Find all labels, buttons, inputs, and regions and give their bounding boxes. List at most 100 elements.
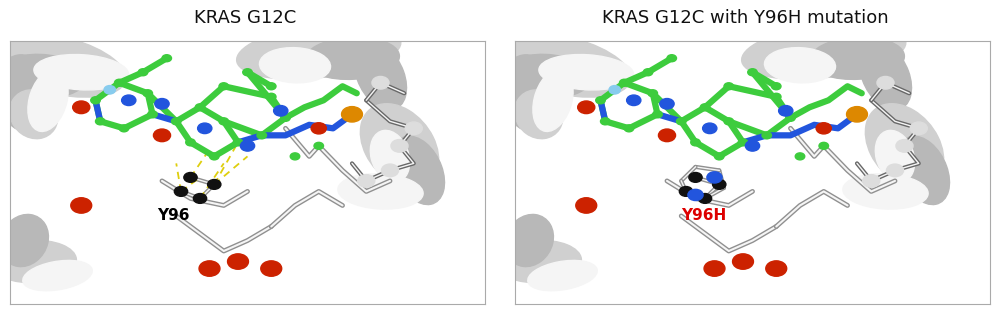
Ellipse shape (742, 23, 906, 79)
Circle shape (261, 261, 282, 276)
Circle shape (691, 139, 700, 146)
Circle shape (96, 118, 105, 125)
Circle shape (795, 153, 805, 160)
Circle shape (174, 187, 188, 196)
Circle shape (71, 198, 92, 213)
Ellipse shape (500, 55, 558, 132)
Ellipse shape (496, 240, 581, 283)
Circle shape (766, 261, 787, 276)
Circle shape (184, 172, 197, 182)
Circle shape (816, 123, 831, 134)
Circle shape (713, 180, 726, 189)
Circle shape (624, 125, 634, 132)
Ellipse shape (10, 90, 58, 139)
Circle shape (342, 107, 362, 122)
Circle shape (576, 198, 597, 213)
Circle shape (707, 172, 722, 183)
Circle shape (714, 153, 724, 160)
Circle shape (786, 114, 795, 121)
Circle shape (620, 79, 629, 86)
Ellipse shape (338, 174, 423, 209)
Circle shape (162, 55, 172, 62)
Circle shape (148, 111, 157, 118)
Circle shape (609, 85, 620, 94)
Ellipse shape (764, 48, 836, 83)
Circle shape (281, 114, 290, 121)
Circle shape (578, 101, 595, 114)
Ellipse shape (0, 33, 126, 97)
Circle shape (199, 261, 220, 276)
Circle shape (233, 139, 243, 146)
Circle shape (733, 254, 753, 269)
Ellipse shape (539, 54, 634, 90)
Circle shape (704, 261, 725, 276)
Circle shape (208, 180, 221, 189)
Ellipse shape (237, 23, 401, 79)
Circle shape (219, 118, 228, 125)
Circle shape (266, 83, 276, 90)
Circle shape (877, 76, 894, 89)
Ellipse shape (1, 54, 86, 97)
Ellipse shape (505, 214, 553, 267)
Circle shape (122, 95, 136, 105)
Circle shape (676, 118, 686, 125)
Circle shape (114, 79, 124, 86)
Circle shape (648, 90, 658, 97)
Circle shape (910, 122, 927, 135)
Circle shape (104, 85, 115, 94)
Circle shape (274, 105, 288, 116)
Circle shape (155, 99, 169, 109)
Circle shape (240, 141, 255, 151)
Circle shape (311, 123, 326, 134)
Circle shape (643, 69, 653, 76)
Text: KRAS G12C: KRAS G12C (194, 9, 296, 28)
Text: Y96: Y96 (157, 208, 190, 223)
Circle shape (653, 111, 662, 118)
Circle shape (627, 95, 641, 105)
Ellipse shape (528, 260, 597, 291)
Circle shape (358, 175, 375, 187)
Circle shape (153, 129, 171, 142)
Ellipse shape (494, 33, 631, 97)
Circle shape (748, 69, 757, 76)
Circle shape (658, 129, 676, 142)
Circle shape (243, 69, 252, 76)
Circle shape (186, 139, 195, 146)
Ellipse shape (392, 136, 445, 205)
Circle shape (772, 93, 781, 100)
Ellipse shape (259, 48, 331, 83)
Circle shape (198, 123, 212, 134)
Circle shape (195, 104, 205, 111)
Circle shape (886, 164, 904, 177)
Ellipse shape (533, 69, 573, 131)
Circle shape (847, 107, 867, 122)
Ellipse shape (28, 69, 68, 131)
Circle shape (119, 125, 129, 132)
Ellipse shape (305, 37, 399, 80)
Text: KRAS G12C with Y96H mutation: KRAS G12C with Y96H mutation (602, 9, 888, 28)
Circle shape (138, 69, 148, 76)
Ellipse shape (875, 131, 915, 182)
Ellipse shape (0, 240, 76, 283)
Circle shape (391, 140, 408, 152)
Circle shape (724, 118, 734, 125)
Ellipse shape (897, 136, 950, 205)
Circle shape (257, 132, 266, 139)
Circle shape (863, 175, 880, 187)
Circle shape (596, 97, 605, 104)
Circle shape (228, 254, 248, 269)
Circle shape (372, 76, 389, 89)
Circle shape (290, 153, 300, 160)
Circle shape (314, 142, 324, 149)
Circle shape (724, 83, 734, 90)
Ellipse shape (506, 54, 591, 97)
Circle shape (219, 83, 228, 90)
Circle shape (698, 193, 712, 203)
Circle shape (381, 164, 399, 177)
Circle shape (91, 97, 100, 104)
Circle shape (405, 122, 422, 135)
Circle shape (700, 104, 710, 111)
Circle shape (896, 140, 913, 152)
Ellipse shape (23, 260, 92, 291)
Circle shape (679, 187, 693, 196)
